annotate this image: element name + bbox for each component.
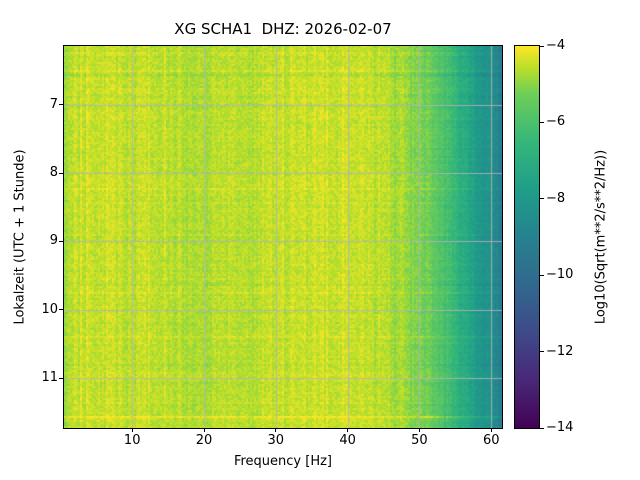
colorbar-tick-label: −4 — [546, 38, 566, 53]
x-tick-label: 60 — [482, 433, 500, 448]
colorbar-tick-mark — [540, 351, 544, 353]
colorbar-tick-mark — [540, 45, 544, 47]
plot-area — [63, 45, 503, 429]
x-tick-mark — [347, 428, 349, 432]
x-tick-mark — [418, 428, 420, 432]
x-tick-label: 20 — [195, 433, 213, 448]
y-tick-label: 8 — [49, 165, 58, 181]
y-tick-mark — [59, 377, 63, 379]
colorbar-tick-mark — [540, 198, 544, 200]
colorbar-tick-label: −6 — [546, 114, 566, 130]
x-tick-mark — [490, 428, 492, 432]
y-tick-mark — [59, 172, 63, 174]
y-tick-mark — [59, 309, 63, 311]
colorbar-tick-mark — [540, 121, 544, 123]
y-tick-label: 11 — [41, 370, 58, 386]
colorbar-tick-label: −12 — [546, 343, 574, 359]
x-tick-mark — [131, 428, 133, 432]
colorbar-tick-label: −8 — [546, 190, 566, 206]
y-tick-mark — [59, 240, 63, 242]
y-tick-label: 10 — [41, 301, 58, 317]
x-tick-label: 50 — [411, 433, 428, 448]
x-tick-label: 40 — [339, 433, 356, 448]
x-tick-mark — [275, 428, 277, 432]
colorbar-tick-mark — [540, 274, 544, 276]
y-tick-label: 7 — [49, 96, 58, 112]
colorbar-gradient — [515, 46, 539, 428]
y-tick-mark — [59, 104, 63, 106]
colorbar-tick-mark — [540, 427, 544, 429]
colorbar — [514, 45, 540, 429]
x-axis-label: Frequency [Hz] — [233, 454, 333, 469]
x-tick-label: 10 — [123, 433, 141, 448]
colorbar-tick-label: −14 — [546, 420, 574, 435]
plot-title: XG SCHA1 DHZ: 2026-02-07 — [174, 20, 392, 38]
colorbar-tick-label: −10 — [546, 267, 574, 283]
spectrogram-heatmap — [64, 46, 502, 428]
x-tick-label: 30 — [267, 433, 285, 448]
x-tick-mark — [203, 428, 205, 432]
y-tick-label: 9 — [49, 233, 58, 249]
colorbar-label: Log10(Sqrt(m**2/s**2/Hz)) — [593, 149, 609, 325]
